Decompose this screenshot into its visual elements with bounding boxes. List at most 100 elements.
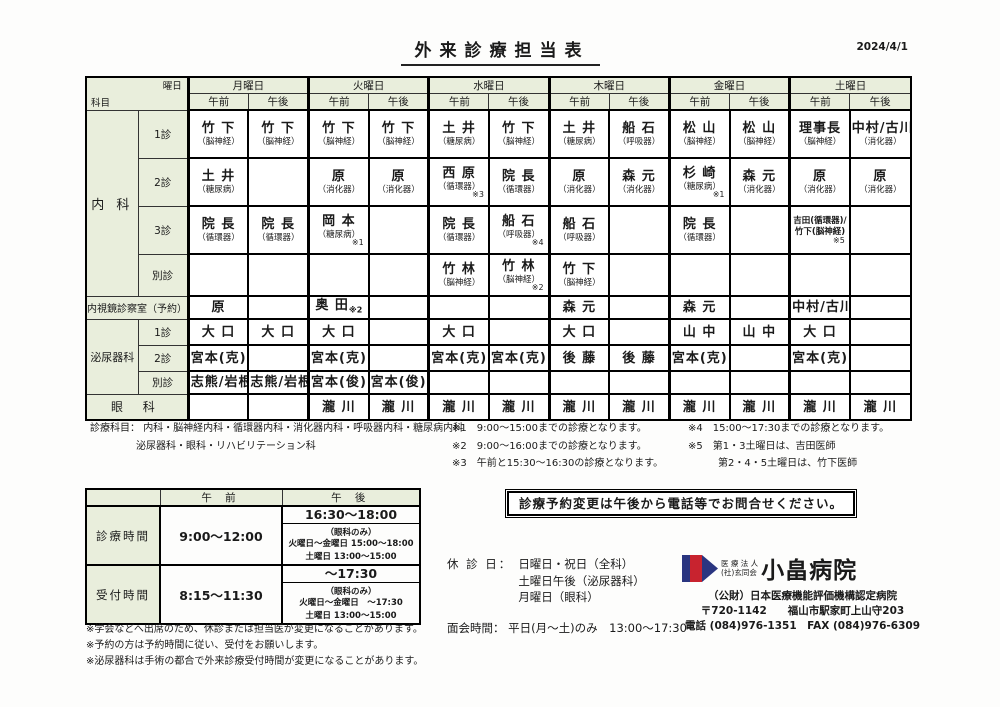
doctor-name: 瀧 川 bbox=[501, 399, 536, 415]
doctor-name: 山 中 bbox=[682, 324, 717, 340]
doctor-name: 大 口 bbox=[201, 324, 236, 340]
schedule-cell: 宮本(俊) bbox=[367, 370, 430, 395]
reception-hours-pm: ～17:30 （眼科のみ） 火曜日～金曜日 ～17:30 土曜日 13:00～1… bbox=[281, 564, 421, 625]
doctor-name: 大 口 bbox=[442, 324, 476, 340]
doctor-specialty: （糖尿病） bbox=[317, 229, 361, 240]
cell-note: ※3 bbox=[472, 189, 484, 199]
doctor-name: 竹 林 bbox=[501, 258, 536, 274]
schedule-cell: 森 元（消化器） bbox=[608, 157, 671, 207]
doctor-name: 杉 崎 bbox=[682, 165, 717, 181]
section-label: 眼 科 bbox=[85, 393, 189, 421]
schedule-cell: 宮本(克) bbox=[307, 344, 370, 372]
doctor-name: 船 石 bbox=[501, 213, 536, 229]
doctor-name: 中村/古川 bbox=[792, 300, 850, 315]
schedule-cell: 竹 下（脳神経） bbox=[487, 109, 551, 159]
doctor-name: 宮本(俊) bbox=[370, 375, 427, 390]
doctor-name: 院 長 bbox=[501, 169, 536, 184]
schedule-row: 2診 宮本(克) 宮本(克) 宮本(克) 宮本(克) 後 藤後 藤宮本(克) 宮本(克) bbox=[86, 344, 913, 372]
schedule-cell bbox=[848, 205, 913, 255]
schedule-body: 内 科 1診竹 下（脳神経）竹 下（脳神経）竹 下（脳神経）竹 下（脳神経）土 井… bbox=[85, 109, 913, 421]
schedule-cell: 原（消化器） bbox=[788, 157, 851, 207]
schedule-cell: 院 長（循環器） bbox=[487, 157, 551, 207]
period-header: 午後 bbox=[247, 93, 310, 111]
doctor-specialty: （消化器） bbox=[617, 185, 661, 195]
dept-list-line2: 泌尿器科・眼科・リハビリテーション科 bbox=[136, 440, 316, 452]
doctor-name: 松 山 bbox=[682, 121, 717, 136]
corner-dept-label: 科目 bbox=[91, 97, 111, 109]
consult-hours-pm: 16:30～18:00 （眼科のみ） 火曜日～金曜日 15:00～18:00 土… bbox=[281, 505, 421, 566]
schedule-row: 2診土 井（糖尿病）原（消化器）原（消化器）西 原（循環器） ※3 院 長（循環器）… bbox=[86, 157, 913, 207]
schedule-row: 別診 志熊/岩根 志熊/岩根 宮本(俊) 宮本(俊) bbox=[86, 370, 913, 395]
schedule-cell: 山 中 bbox=[667, 318, 731, 346]
schedule-cell: 院 長（循環器） bbox=[667, 205, 731, 255]
doctor-name: 瀧 川 bbox=[442, 399, 476, 415]
schedule-cell: 松 山（脳神経） bbox=[728, 109, 791, 159]
doctor-name: 瀧 川 bbox=[742, 399, 777, 415]
doctor-specialty: （循環器） bbox=[437, 233, 481, 243]
schedule-cell: 瀧 川 bbox=[367, 393, 430, 421]
schedule-row: 別診竹 林（脳神経）竹 林（脳神経） ※2 竹 下（脳神経） bbox=[86, 253, 913, 297]
doctor-name: 竹 林 bbox=[442, 262, 476, 277]
hospital-name: 小畠病院 bbox=[761, 558, 858, 584]
consult-pm-main: 16:30～18:00 bbox=[283, 507, 419, 524]
hospital-phone: 電話 (084)976-1351 FAX (084)976-6309 bbox=[684, 620, 921, 632]
cell-note: ※1 bbox=[351, 237, 364, 247]
hours-am-header: 午 前 bbox=[159, 488, 283, 507]
schedule-cell bbox=[487, 318, 551, 346]
schedule-cell: 大 口 bbox=[186, 318, 250, 346]
doctor-name: 瀧 川 bbox=[863, 399, 898, 415]
doctor-name: 竹 下 bbox=[201, 121, 236, 136]
schedule-cell: 院 長（循環器） bbox=[427, 205, 490, 255]
doctor-name: 原 bbox=[873, 169, 888, 184]
schedule-cell bbox=[487, 295, 551, 320]
visiting-hours: 面会時間： 平日(月～土)のみ 13:00～17:30 bbox=[447, 620, 687, 636]
schedule-cell bbox=[367, 295, 430, 320]
schedule-cell: 船 石（呼吸器） ※4 bbox=[487, 205, 551, 255]
hospital-address: 〒720-1142 福山市駅家町上山守203 bbox=[700, 605, 905, 617]
doctor-name: 大 口 bbox=[562, 324, 597, 340]
doctor-specialty: （脳神経） bbox=[256, 137, 300, 147]
doctor-name: 院 長 bbox=[682, 217, 717, 232]
doctor-name: 大 口 bbox=[322, 324, 356, 340]
schedule-cell: 大 口 bbox=[427, 318, 490, 346]
doctor-name: 宮本(克) bbox=[490, 350, 547, 366]
day-header-wed: 水曜日 bbox=[427, 76, 550, 94]
room-label: 3診 bbox=[137, 205, 189, 255]
schedule-cell bbox=[247, 295, 310, 320]
schedule-cell: 竹 下（脳神経） bbox=[367, 109, 430, 159]
doctor-name: 宮本(克) bbox=[671, 350, 728, 366]
schedule-cell bbox=[788, 370, 851, 395]
schedule-cell bbox=[427, 295, 490, 320]
doctor-name: 西 原 bbox=[442, 165, 476, 181]
cell-note: ※2 bbox=[348, 305, 363, 315]
schedule-cell bbox=[427, 370, 490, 395]
schedule-cell: 奥 田※2 bbox=[307, 295, 370, 320]
period-header: 午前 bbox=[186, 93, 249, 111]
period-header: 午後 bbox=[608, 93, 670, 111]
doctor-specialty: （呼吸器） bbox=[558, 233, 601, 243]
period-header: 午後 bbox=[488, 93, 550, 111]
doctor-name: 瀧 川 bbox=[322, 399, 356, 415]
schedule-cell: 竹 林（脳神経） bbox=[427, 253, 490, 297]
doctor-name: 宮本(克) bbox=[190, 350, 247, 366]
schedule-cell: 大 口 bbox=[247, 318, 310, 346]
period-header: 午前 bbox=[307, 93, 370, 111]
schedule-cell bbox=[608, 295, 671, 320]
schedule-cell bbox=[848, 253, 913, 297]
schedule-cell bbox=[307, 253, 370, 297]
corner-day-label: 曜日 bbox=[162, 81, 182, 92]
hours-corner-cell bbox=[85, 488, 161, 507]
footnote-item: ※泌尿器科は手術の都合で外来診療受付時間が変更になることがあります。 bbox=[86, 656, 424, 667]
schedule-cell: 原（消化器） bbox=[848, 157, 913, 207]
day-header-thu: 木曜日 bbox=[547, 76, 670, 94]
schedule-cell: 山 中 bbox=[728, 318, 791, 346]
doctor-specialty: （循環器） bbox=[678, 233, 721, 243]
schedule-cell: 森 元 bbox=[667, 295, 731, 320]
doctor-name: 森 元 bbox=[622, 169, 656, 184]
reception-hours-am: 8:15～11:30 bbox=[159, 564, 283, 625]
doctor-specialty: （消化器） bbox=[558, 185, 601, 195]
schedule-cell bbox=[788, 253, 851, 297]
doctor-name: 船 石 bbox=[562, 217, 597, 232]
doctor-name: 竹 下 bbox=[562, 262, 597, 277]
doctor-specialty: （脳神経） bbox=[497, 137, 541, 147]
